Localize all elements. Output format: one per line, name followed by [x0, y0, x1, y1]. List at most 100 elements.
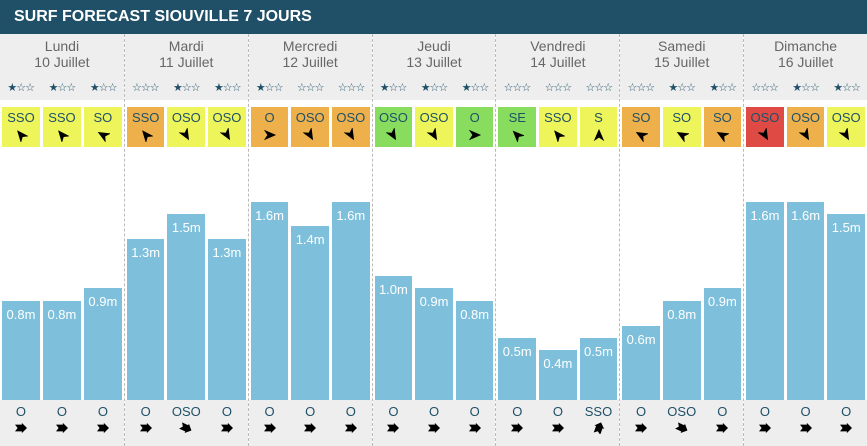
wind-direction: OSO [791, 110, 821, 125]
swell-cell: O [498, 400, 536, 446]
day-name: Mercredi [282, 38, 338, 54]
wind-direction: SO [93, 110, 113, 125]
wave-height-bar: 0.8m [2, 300, 40, 400]
swell-arrow-icon [179, 422, 192, 434]
wind-direction: S [594, 110, 603, 125]
wind-box: SE [498, 107, 537, 147]
rating-stars-icon: ★☆☆ [833, 82, 861, 94]
wind-box: OSO [786, 107, 825, 147]
rating-stars-icon: ☆☆☆ [337, 82, 366, 94]
swell-arrow-icon [263, 422, 276, 434]
wind-arrow-icon [553, 130, 565, 142]
swell-direction: O [800, 404, 811, 419]
wind-box: O [455, 107, 494, 147]
wave-height-label: 1.0m [378, 282, 408, 297]
wind-direction: SSO [544, 110, 572, 125]
rating-stars-icon: ★☆☆ [461, 82, 490, 94]
wind-box: SSO [539, 107, 577, 147]
swell-direction: O [636, 404, 647, 419]
wind-direction: O [469, 110, 480, 125]
day-date: 11 Juillet [159, 54, 214, 70]
swell-cell: SSO [580, 400, 618, 446]
rating-stars-icon: ★☆☆ [379, 82, 408, 94]
day-date: 14 Juillet [530, 54, 586, 70]
wave-height-label: 0.4m [543, 356, 573, 372]
wind-direction: OSO [336, 110, 366, 125]
wave-height-label: 0.5m [584, 344, 613, 359]
swell-cell: OSO [663, 400, 701, 446]
wave-height-label: 1.3m [212, 244, 242, 260]
wave-height-label: 0.5m [502, 344, 532, 359]
day-column: Samedi 15 Juillet ☆☆☆ ★☆☆ ★☆☆ SO SO SO 0.6… [619, 34, 744, 446]
wind-box: OSO [374, 107, 413, 147]
wind-arrow-icon [17, 130, 28, 142]
wind-arrow-icon [676, 131, 689, 142]
wind-arrow-icon [141, 130, 153, 142]
day-column: Vendredi 14 Juillet ☆☆☆ ☆☆☆ ☆☆☆ SE SSO S 0… [495, 34, 620, 446]
wind-arrow-icon [303, 128, 314, 141]
wind-box: SO [662, 107, 701, 147]
swell-cell: O [622, 400, 660, 446]
wave-height-bar: 1.6m [786, 201, 825, 400]
rating-stars-icon: ★☆☆ [7, 82, 35, 94]
wind-direction: SO [631, 110, 651, 125]
wind-direction: SO [712, 110, 732, 125]
wave-height-label: 1.6m [791, 207, 821, 223]
swell-arrow-icon [96, 422, 109, 434]
wind-arrow-icon [757, 128, 769, 141]
swell-arrow-icon [635, 422, 648, 434]
wind-arrow-icon [717, 131, 730, 142]
swell-cell: O [84, 400, 122, 446]
wind-direction: SSO [7, 110, 35, 125]
swell-direction: O [264, 404, 275, 419]
swell-arrow-icon [220, 422, 233, 434]
wind-arrow-icon [386, 128, 397, 141]
rating-stars-icon: ☆☆☆ [544, 82, 573, 94]
swell-arrow-icon [799, 422, 812, 434]
swell-arrow-icon [840, 422, 853, 434]
swell-arrow-icon [551, 422, 564, 434]
swell-arrow-icon [468, 422, 481, 434]
swell-direction: O [388, 404, 399, 419]
wind-arrow-icon [263, 129, 276, 141]
wave-height-label: 0.9m [88, 294, 118, 310]
day-header: Mercredi 12 Juillet ★☆☆ ☆☆☆ ☆☆☆ [248, 34, 372, 100]
day-name: Mardi [168, 38, 204, 54]
day-date: 10 Juillet [34, 54, 90, 70]
wave-height-bar: 1.3m [126, 238, 165, 400]
rating-stars-icon: ☆☆☆ [132, 82, 160, 94]
wind-direction: OSO [831, 110, 861, 125]
page-title: SURF FORECAST SIOUVILLE 7 JOURS [0, 0, 867, 34]
wave-height-bar: 1.6m [331, 201, 370, 400]
swell-cell: O [251, 400, 289, 446]
wave-height-bar: 0.9m [703, 288, 742, 400]
wind-arrow-icon [179, 128, 190, 141]
day-date: 12 Juillet [282, 54, 338, 70]
wind-direction: OSO [295, 110, 325, 125]
wind-direction: SO [672, 110, 692, 125]
day-column: Mercredi 12 Juillet ★☆☆ ☆☆☆ ☆☆☆ O OSO OSO … [247, 34, 372, 446]
wave-height-label: 0.8m [6, 306, 36, 322]
wave-height-label: 1.3m [131, 244, 161, 260]
wind-arrow-icon [219, 128, 230, 141]
wind-arrow-icon [97, 131, 110, 142]
swell-direction: O [140, 404, 151, 419]
swell-direction: O [97, 404, 108, 419]
rating-stars-icon: ☆☆☆ [585, 82, 614, 94]
wind-arrow-icon [468, 129, 481, 141]
swell-arrow-icon [14, 422, 27, 434]
wave-height-label: 0.9m [707, 294, 737, 310]
wave-height-bar: 0.8m [455, 300, 494, 400]
wave-height-bar: 1.6m [746, 201, 784, 400]
swell-cell: O [704, 400, 742, 446]
wave-height-bar: 0.6m [622, 325, 660, 400]
wind-arrow-icon [839, 128, 850, 141]
swell-direction: O [841, 404, 852, 419]
day-name: Samedi [657, 38, 706, 54]
wave-height-bar: 0.5m [498, 338, 537, 400]
swell-arrow-icon [428, 422, 441, 434]
swell-arrow-icon [593, 422, 604, 434]
wave-height-label: 0.8m [47, 306, 77, 322]
day-header: Mardi 11 Juillet ☆☆☆ ★☆☆ ★☆☆ [124, 34, 248, 100]
wind-box: O [250, 107, 289, 147]
